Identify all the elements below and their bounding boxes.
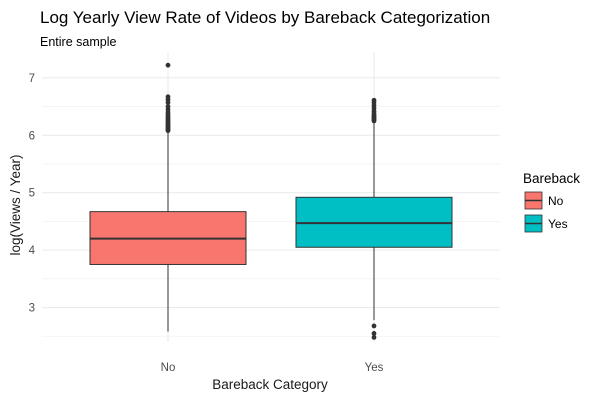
legend-item-no: No <box>524 191 564 210</box>
outlier-point <box>371 330 377 336</box>
y-tick-label: 5 <box>29 188 35 200</box>
outlier-point <box>371 323 377 329</box>
y-axis-ticks: 3 4 5 6 7 <box>29 73 36 315</box>
boxplot-layer <box>89 62 453 340</box>
chart-title: Log Yearly View Rate of Videos by Bareba… <box>40 8 490 27</box>
y-tick-label: 3 <box>29 303 35 315</box>
y-axis-title: log(Views / Year) <box>8 154 23 255</box>
legend-label: No <box>548 194 564 208</box>
legend-item-yes: Yes <box>524 214 568 233</box>
box-yes <box>295 97 453 340</box>
legend-title: Bareback <box>523 171 580 186</box>
legend: Bareback No Yes <box>523 171 580 233</box>
x-axis-ticks: No Yes <box>161 362 384 374</box>
outlier-point <box>371 335 377 340</box>
y-tick-label: 6 <box>29 130 35 142</box>
chart-subtitle: Entire sample <box>40 35 116 49</box>
y-tick-label: 7 <box>29 73 35 85</box>
outlier-point <box>165 94 171 100</box>
x-axis-title: Bareback Category <box>212 377 328 392</box>
legend-items: No Yes <box>524 191 568 233</box>
y-tick-label: 4 <box>29 245 36 257</box>
outlier-point <box>165 104 171 109</box>
box-no <box>89 62 247 332</box>
x-tick-label: No <box>161 362 176 374</box>
outlier-point <box>371 97 377 103</box>
x-tick-label: Yes <box>365 362 384 374</box>
outlier-point <box>165 62 171 68</box>
legend-label: Yes <box>548 217 568 231</box>
